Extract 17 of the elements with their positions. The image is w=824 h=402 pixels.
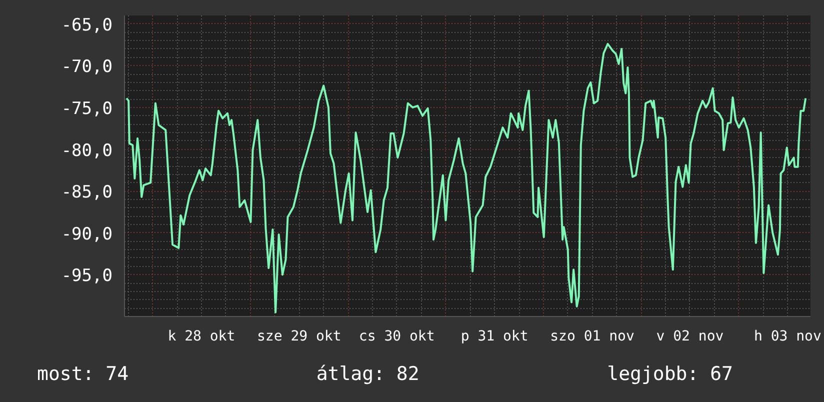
y-tick-label: -65,0	[61, 15, 113, 36]
y-tick-label: -95,0	[61, 266, 113, 286]
y-tick-label: -90,0	[61, 224, 113, 244]
y-tick-label: -85,0	[61, 182, 113, 203]
x-tick-label: h 03 nov	[754, 328, 822, 344]
text: most: 74	[37, 362, 129, 387]
x-tick-label: v 02 nov	[656, 328, 724, 344]
y-tick-label: -70,0	[61, 57, 113, 78]
y-tick-label: -80,0	[61, 140, 113, 161]
y-tick-label: -75,0	[61, 98, 113, 119]
x-tick-label: sze 29 okt	[257, 328, 342, 344]
x-tick-label: cs 30 okt	[358, 328, 435, 344]
x-tick-label: p 31 okt	[460, 328, 528, 344]
x-tick-label: k 28 okt	[168, 328, 236, 344]
text: legjobb: 67	[607, 362, 733, 387]
text: átlag: 82	[316, 362, 420, 387]
x-tick-label: szo 01 nov	[550, 328, 634, 344]
